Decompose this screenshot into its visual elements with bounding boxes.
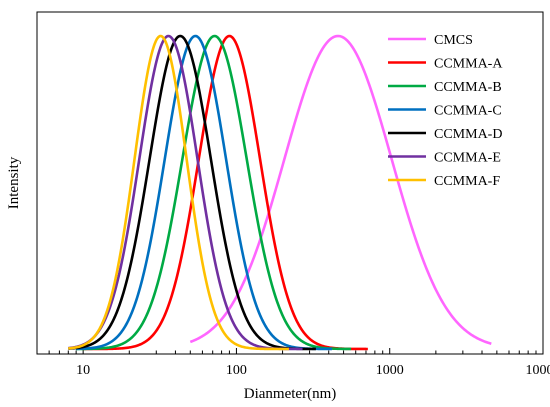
legend-label: CCMMA-C	[434, 104, 502, 119]
x-tick-label: 10	[76, 363, 90, 378]
legend-label: CCMMA-A	[434, 57, 503, 72]
series-line-cmcs	[189, 34, 492, 345]
series-line-ccmma-f	[67, 34, 290, 351]
legend-label: CCMMA-B	[434, 80, 502, 95]
x-axis-ticks	[36, 348, 544, 354]
x-tick-label: 1000	[376, 363, 404, 378]
series-lines	[67, 34, 492, 351]
x-axis-label: Dianmeter(nm)	[244, 386, 336, 402]
plot-frame	[36, 11, 544, 355]
series-line-ccmma-c	[75, 34, 333, 351]
legend: CMCS CCMMA-A CCMMA-B CCMMA-C CCMMA-D CCMMA-E C…	[388, 33, 503, 189]
x-axis-tick-labels: 10 100 1000 10000	[76, 363, 550, 378]
legend-label: CCMMA-F	[434, 174, 500, 189]
series-line-ccmma-a	[82, 34, 369, 351]
y-axis-label: Intensity	[6, 156, 22, 209]
series-line-ccmma-e	[67, 34, 303, 351]
legend-label: CMCS	[434, 33, 473, 48]
x-tick-label: 100	[226, 363, 247, 378]
legend-label: CCMMA-D	[434, 127, 502, 142]
legend-label: CCMMA-E	[434, 151, 501, 166]
x-tick-label: 10000	[526, 363, 550, 378]
series-line-ccmma-b	[75, 34, 352, 351]
series-line-ccmma-d	[67, 34, 317, 351]
